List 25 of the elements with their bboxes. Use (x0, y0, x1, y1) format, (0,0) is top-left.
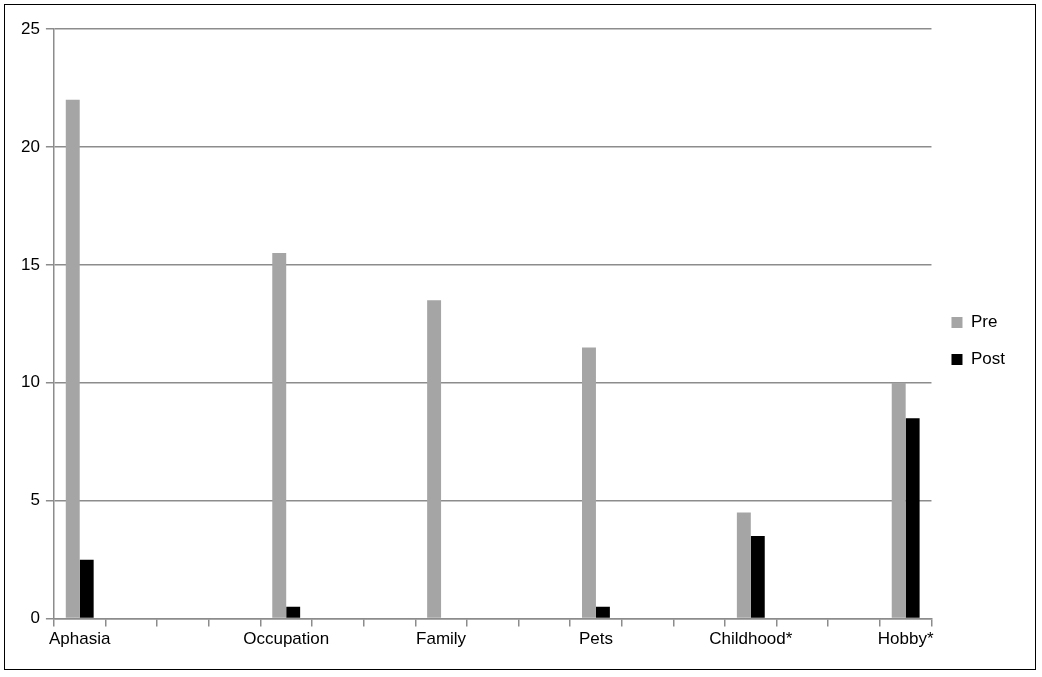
legend-label: Pre (970, 312, 998, 332)
bar (79, 559, 94, 618)
legend-label: Post (970, 349, 1006, 369)
x-tick-label: Family (416, 629, 467, 649)
x-tick-label: Aphasia (49, 629, 111, 649)
bar (286, 606, 301, 618)
bar (750, 536, 765, 618)
bar (736, 512, 751, 618)
bar (891, 382, 906, 618)
x-tick-label: Pets (578, 629, 613, 649)
y-tick-label: 20 (20, 136, 40, 156)
bar (582, 347, 596, 618)
x-tick-label: Occupation (243, 629, 330, 649)
bar (272, 253, 287, 618)
y-tick-label: 5 (30, 490, 40, 510)
bar (427, 300, 442, 618)
bar (65, 99, 80, 618)
x-tick-label: Hobby* (877, 629, 934, 649)
y-tick-label: 15 (20, 254, 40, 274)
bar (905, 418, 920, 618)
bar (595, 606, 610, 618)
y-tick-label: 10 (20, 372, 40, 392)
x-tick-label: Childhood* (709, 629, 793, 649)
y-tick-label: 0 (30, 608, 40, 628)
y-tick-label: 25 (20, 18, 40, 38)
